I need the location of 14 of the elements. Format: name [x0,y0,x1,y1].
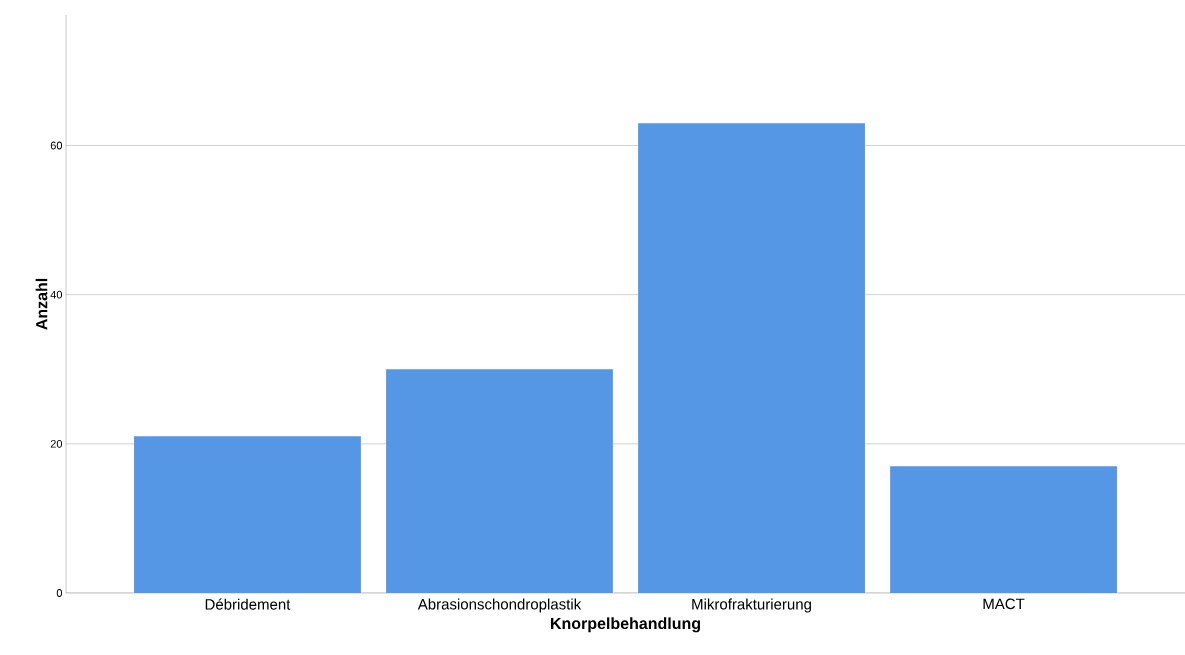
x-tick-label: MACT [983,598,1025,610]
bar [890,466,1117,593]
bar [638,123,865,593]
y-tick-label: 60 [50,141,63,150]
bar [134,436,361,593]
y-tick-label: 40 [50,290,63,299]
x-axis-title: Knorpelbehandlung [551,617,701,633]
bar [386,369,613,593]
x-tick-label: Débridement [205,598,291,610]
y-tick-label: 20 [50,439,63,448]
y-tick-label: 0 [56,589,63,597]
y-axis-title: Anzahl [35,278,48,330]
x-tick-label: Abrasionschondroplastik [417,598,582,613]
x-tick-label: Mikrofrakturierung [692,598,811,613]
